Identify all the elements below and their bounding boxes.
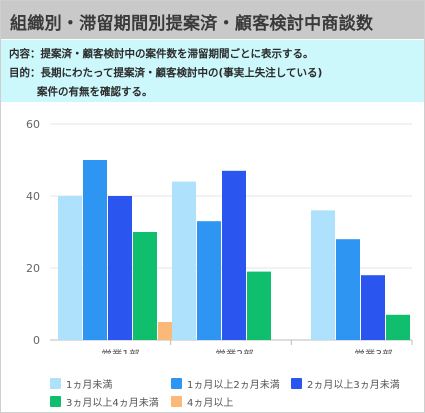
y-tick-label: 0 <box>33 334 40 347</box>
description-purpose: 目的：長期にわたって提案済・顧客検討中の(事実上失注している) <box>9 67 323 79</box>
description-purpose-cont: 案件の有無を確認する。 <box>37 86 153 98</box>
bar <box>361 275 385 340</box>
bar <box>222 170 246 340</box>
bar <box>311 210 335 340</box>
bar <box>83 160 107 340</box>
bar <box>386 314 410 340</box>
legend-label: 2ヵ月以上3ヵ月未満 <box>307 380 400 391</box>
legend-label: 3ヵ月以上4ヵ月未満 <box>66 398 159 409</box>
legend-swatch <box>171 378 182 389</box>
description-box: 内容：提案済・顧客検討中の案件数を滞留期間ごとに表示する。 目的：長期にわたって… <box>1 40 424 102</box>
description-content: 内容：提案済・顧客検討中の案件数を滞留期間ごとに表示する。 <box>9 48 314 60</box>
legend-label: 1ヵ月以上2ヵ月未満 <box>187 380 280 391</box>
bar <box>133 232 157 340</box>
panel-title: 組織別・滞留期間別提案済・顧客検討中商談数 <box>10 14 374 34</box>
bar <box>247 271 271 340</box>
legend-label: 1ヵ月未満 <box>66 380 113 391</box>
legend-swatch <box>50 396 61 407</box>
panel-header: 組織別・滞留期間別提案済・顧客検討中商談数 <box>1 1 424 39</box>
legend-swatch <box>50 378 61 389</box>
bar <box>108 196 132 340</box>
bar <box>197 221 221 340</box>
y-tick-label: 40 <box>26 190 40 203</box>
legend-swatch <box>171 396 182 407</box>
bar-chart: 0 20 40 60 営業1部 営業2部 営業3部 <box>26 118 413 354</box>
x-tick-label: 営業2部 <box>215 348 253 354</box>
legend-swatch <box>291 378 302 389</box>
bar <box>172 181 196 340</box>
bar <box>336 239 360 340</box>
bar <box>58 196 82 340</box>
axis-layer: 0 20 40 60 営業1部 営業2部 営業3部 <box>26 118 413 354</box>
x-tick-label: 営業3部 <box>354 348 392 354</box>
legend-label: 4ヵ月以上 <box>187 398 234 409</box>
y-tick-label: 20 <box>26 262 40 275</box>
bars-layer <box>58 160 410 340</box>
x-tick-label: 営業1部 <box>101 348 139 354</box>
y-tick-label: 60 <box>26 118 40 131</box>
